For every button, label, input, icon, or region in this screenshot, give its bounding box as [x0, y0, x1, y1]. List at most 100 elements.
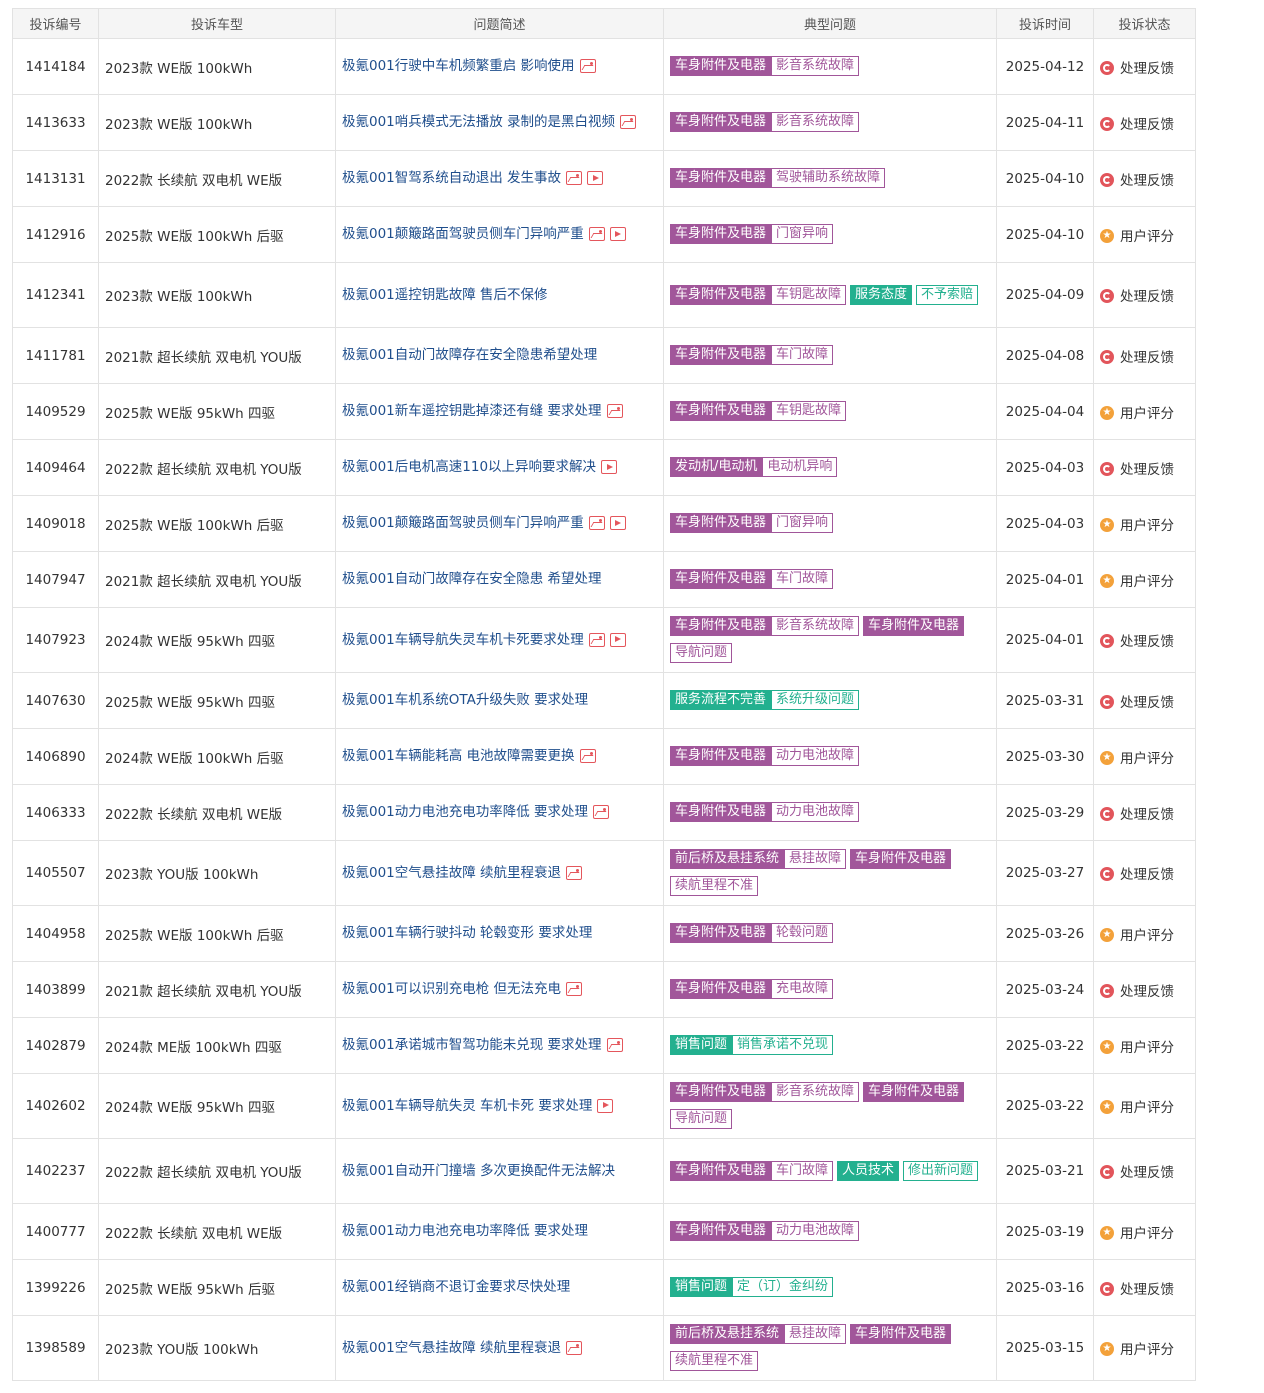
complaint-time: 2025-03-16	[996, 1259, 1094, 1316]
typical-issue-cell: 发动机/电动机 电动机异响	[663, 439, 997, 496]
issue-subcategory-tag: 影音系统故障	[771, 56, 860, 76]
table-row[interactable]: 1412341 2023款 WE版 100kWh 极氪001遥控钥匙故障 售后不保修…	[12, 262, 1196, 328]
complaint-id: 1398589	[12, 1315, 99, 1381]
problem-summary-link[interactable]: 极氪001行驶中车机频繁重启 影响使用	[342, 58, 575, 74]
rating-status-icon	[1100, 228, 1114, 243]
problem-summary-cell: 极氪001新车遥控钥匙掉漆还有缝 要求处理	[335, 383, 664, 440]
video-attachment-icon[interactable]	[601, 460, 618, 474]
problem-summary-link[interactable]: 极氪001车辆导航失灵车机卡死要求处理	[342, 631, 584, 648]
video-attachment-icon[interactable]	[587, 171, 604, 185]
problem-summary-link[interactable]: 极氪001可以识别充电枪 但无法充电	[342, 981, 562, 997]
problem-summary-link[interactable]: 极氪001自动门故障存在安全隐患希望处理	[342, 347, 598, 363]
problem-summary-link[interactable]: 极氪001颠簸路面驾驶员侧车门异响严重	[342, 226, 584, 242]
video-attachment-icon[interactable]	[597, 1098, 614, 1113]
problem-summary-link[interactable]: 极氪001车机系统OTA升级失败 要求处理	[342, 692, 589, 708]
video-attachment-icon[interactable]	[609, 632, 626, 647]
table-row[interactable]: 1409529 2025款 WE版 95kWh 四驱 极氪001新车遥控钥匙掉漆还有…	[12, 383, 1196, 440]
table-row[interactable]: 1400777 2022款 长续航 双电机 WE版 极氪001动力电池充电功率降低 …	[12, 1203, 1196, 1260]
table-row[interactable]: 1405507 2023款 YOU版 100kWh 极氪001空气悬挂故障 续航里程…	[12, 840, 1196, 906]
car-model: 2023款 YOU版 100kWh	[98, 840, 336, 906]
problem-summary-link[interactable]: 极氪001车辆行驶抖动 轮毂变形 要求处理	[342, 925, 593, 941]
complaint-status-cell: 处理反馈	[1093, 607, 1196, 673]
problem-summary-link[interactable]: 极氪001动力电池充电功率降低 要求处理	[342, 1223, 589, 1239]
issue-subcategory-tag: 定（订）金纠纷	[732, 1277, 834, 1297]
problem-summary-link[interactable]: 极氪001颠簸路面驾驶员侧车门异响严重	[342, 515, 584, 531]
typical-issue-cell: 车身附件及电器 门窗异响	[663, 495, 997, 552]
table-row[interactable]: 1411781 2021款 超长续航 双电机 YOU版 极氪001自动门故障存在安全…	[12, 327, 1196, 384]
image-attachment-icon[interactable]	[606, 404, 623, 418]
table-row[interactable]: 1406333 2022款 长续航 双电机 WE版 极氪001动力电池充电功率降低 …	[12, 784, 1196, 841]
table-row[interactable]: 1413131 2022款 长续航 双电机 WE版 极氪001智驾系统自动退出 发生…	[12, 150, 1196, 207]
table-row[interactable]: 1402602 2024款 WE版 95kWh 四驱 极氪001车辆导航失灵 车机卡…	[12, 1073, 1196, 1139]
car-model: 2023款 YOU版 100kWh	[98, 1315, 336, 1381]
issue-tag-group: 车身附件及电器 车钥匙故障	[670, 401, 847, 421]
table-row[interactable]: 1409464 2022款 超长续航 双电机 YOU版 极氪001后电机高速110以…	[12, 439, 1196, 496]
table-row[interactable]: 1402879 2024款 ME版 100kWh 四驱 极氪001承诺城市智驾功能未…	[12, 1017, 1196, 1074]
image-attachment-icon[interactable]	[588, 632, 605, 647]
complaint-status-cell: 处理反馈	[1093, 1138, 1196, 1204]
table-row[interactable]: 1398589 2023款 YOU版 100kWh 极氪001空气悬挂故障 续航里程…	[12, 1315, 1196, 1381]
issue-tag-group: 修出新问题	[903, 1160, 979, 1181]
image-attachment-icon[interactable]	[566, 865, 583, 880]
table-row[interactable]: 1407947 2021款 超长续航 双电机 YOU版 极氪001自动门故障存在安全…	[12, 551, 1196, 608]
issue-category-tag: 车身附件及电器	[670, 401, 772, 421]
table-row[interactable]: 1407630 2025款 WE版 95kWh 四驱 极氪001车机系统OTA升级失…	[12, 672, 1196, 729]
status-label: 处理反馈	[1120, 172, 1174, 189]
problem-summary-link[interactable]: 极氪001车辆导航失灵 车机卡死 要求处理	[342, 1097, 593, 1114]
issue-subcategory-tag: 车钥匙故障	[771, 284, 847, 305]
table-row[interactable]: 1412916 2025款 WE版 100kWh 后驱 极氪001颠簸路面驾驶员侧车…	[12, 206, 1196, 263]
problem-summary-link[interactable]: 极氪001遥控钥匙故障 售后不保修	[342, 286, 548, 303]
complaint-status-cell: 处理反馈	[1093, 150, 1196, 207]
problem-summary-link[interactable]: 极氪001自动门故障存在安全隐患 希望处理	[342, 571, 602, 587]
issue-tag-group: 车身附件及电器 动力电池故障	[670, 802, 860, 822]
table-row[interactable]: 1409018 2025款 WE版 100kWh 后驱 极氪001颠簸路面驾驶员侧车…	[12, 495, 1196, 552]
image-attachment-icon[interactable]	[593, 805, 610, 819]
problem-summary-link[interactable]: 极氪001空气悬挂故障 续航里程衰退	[342, 864, 562, 881]
problem-summary-link[interactable]: 极氪001智驾系统自动退出 发生事故	[342, 170, 562, 186]
complaint-time: 2025-03-27	[996, 840, 1094, 906]
problem-summary-link[interactable]: 极氪001动力电池充电功率降低 要求处理	[342, 804, 589, 820]
table-row[interactable]: 1399226 2025款 WE版 95kWh 后驱 极氪001经销商不退订金要求尽…	[12, 1259, 1196, 1316]
table-row[interactable]: 1407923 2024款 WE版 95kWh 四驱 极氪001车辆导航失灵车机卡死…	[12, 607, 1196, 673]
image-attachment-icon[interactable]	[588, 516, 605, 530]
video-attachment-icon[interactable]	[609, 227, 626, 241]
complaint-id: 1402602	[12, 1073, 99, 1139]
problem-summary-link[interactable]: 极氪001后电机高速110以上异响要求解决	[342, 459, 597, 475]
table-row[interactable]: 1404958 2025款 WE版 100kWh 后驱 极氪001车辆行驶抖动 轮毂…	[12, 905, 1196, 962]
processing-status-icon	[1100, 634, 1114, 648]
car-model: 2022款 长续航 双电机 WE版	[98, 1203, 336, 1260]
problem-summary-link[interactable]: 极氪001新车遥控钥匙掉漆还有缝 要求处理	[342, 403, 602, 419]
complaint-time: 2025-04-03	[996, 495, 1094, 552]
table-row[interactable]: 1414184 2023款 WE版 100kWh 极氪001行驶中车机频繁重启 影响…	[12, 38, 1196, 95]
image-attachment-icon[interactable]	[606, 1038, 623, 1052]
car-model: 2025款 WE版 95kWh 四驱	[98, 672, 336, 729]
problem-summary-cell: 极氪001车机系统OTA升级失败 要求处理	[335, 672, 664, 729]
status-label: 用户评分	[1120, 1039, 1174, 1056]
car-model: 2022款 超长续航 双电机 YOU版	[98, 439, 336, 496]
problem-summary-link[interactable]: 极氪001承诺城市智驾功能未兑现 要求处理	[342, 1037, 602, 1053]
problem-summary-link[interactable]: 极氪001自动开门撞墙 多次更换配件无法解决	[342, 1162, 616, 1179]
video-attachment-icon[interactable]	[609, 516, 626, 530]
image-attachment-icon[interactable]	[566, 1340, 583, 1355]
problem-summary-link[interactable]: 极氪001空气悬挂故障 续航里程衰退	[342, 1339, 562, 1356]
complaint-time: 2025-04-10	[996, 150, 1094, 207]
image-attachment-icon[interactable]	[579, 59, 596, 73]
table-row[interactable]: 1402237 2022款 超长续航 双电机 YOU版 极氪001自动开门撞墙 多次…	[12, 1138, 1196, 1204]
issue-tag-group: 车身附件及电器 影音系统故障	[670, 1082, 860, 1102]
complaint-time: 2025-04-10	[996, 206, 1094, 263]
image-attachment-icon[interactable]	[566, 982, 583, 996]
table-row[interactable]: 1406890 2024款 WE版 100kWh 后驱 极氪001车辆能耗高 电池故…	[12, 728, 1196, 785]
image-attachment-icon[interactable]	[620, 115, 637, 129]
table-row[interactable]: 1413633 2023款 WE版 100kWh 极氪001哨兵模式无法播放 录制的…	[12, 94, 1196, 151]
typical-issue-cell: 服务流程不完善 系统升级问题	[663, 672, 997, 729]
problem-summary-link[interactable]: 极氪001车辆能耗高 电池故障需要更换	[342, 748, 575, 764]
problem-summary-link[interactable]: 极氪001哨兵模式无法播放 录制的是黑白视频	[342, 114, 616, 130]
header-complaint-id: 投诉编号	[12, 8, 99, 39]
image-attachment-icon[interactable]	[588, 227, 605, 241]
image-attachment-icon[interactable]	[566, 171, 583, 185]
table-row[interactable]: 1403899 2021款 超长续航 双电机 YOU版 极氪001可以识别充电枪 但…	[12, 961, 1196, 1018]
issue-tag-group: 前后桥及悬挂系统 悬挂故障	[670, 849, 847, 869]
issue-subcategory-tag: 车门故障	[771, 1160, 834, 1181]
problem-summary-link[interactable]: 极氪001经销商不退订金要求尽快处理	[342, 1279, 571, 1295]
image-attachment-icon[interactable]	[579, 749, 596, 763]
